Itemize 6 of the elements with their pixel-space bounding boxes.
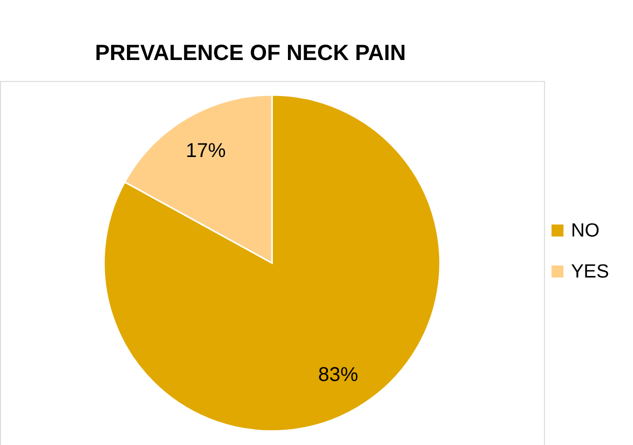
data-label: 17% bbox=[186, 140, 226, 162]
chart-title: PREVALENCE OF NECK PAIN bbox=[95, 40, 406, 65]
legend-label: YES bbox=[571, 262, 610, 282]
pie-slice bbox=[103, 94, 441, 432]
legend-label: NO bbox=[571, 220, 600, 242]
data-label: 83% bbox=[318, 364, 358, 386]
